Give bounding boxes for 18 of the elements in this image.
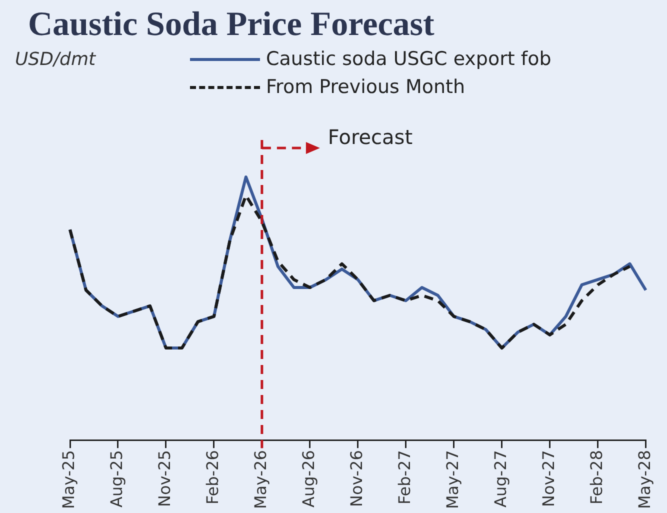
x-tick-label: Feb-28 bbox=[586, 450, 606, 505]
x-tick-label: Aug-27 bbox=[491, 450, 510, 508]
x-tick-label: Feb-27 bbox=[395, 450, 414, 505]
x-tick-label: Nov-26 bbox=[347, 450, 366, 508]
x-tick-label: Feb-26 bbox=[203, 450, 222, 505]
x-tick-label: May-28 bbox=[634, 450, 654, 510]
x-tick-label: Aug-26 bbox=[299, 450, 318, 508]
legend-label: Caustic soda USGC export fob bbox=[266, 48, 552, 70]
x-tick-label: Nov-27 bbox=[538, 450, 558, 508]
text: USD/dmt bbox=[15, 49, 96, 71]
legend-label: From Previous Month bbox=[266, 76, 465, 98]
x-tick-label: May-27 bbox=[443, 450, 462, 510]
ref-line-label: Forecast bbox=[328, 125, 413, 150]
chart-title: Caustic Soda Price Forecast bbox=[28, 6, 434, 44]
x-tick-label: May-25 bbox=[59, 450, 78, 510]
x-tick-label: Nov-25 bbox=[155, 450, 174, 508]
x-tick-label: Aug-25 bbox=[107, 450, 126, 508]
x-tick-label: May-26 bbox=[251, 450, 270, 510]
